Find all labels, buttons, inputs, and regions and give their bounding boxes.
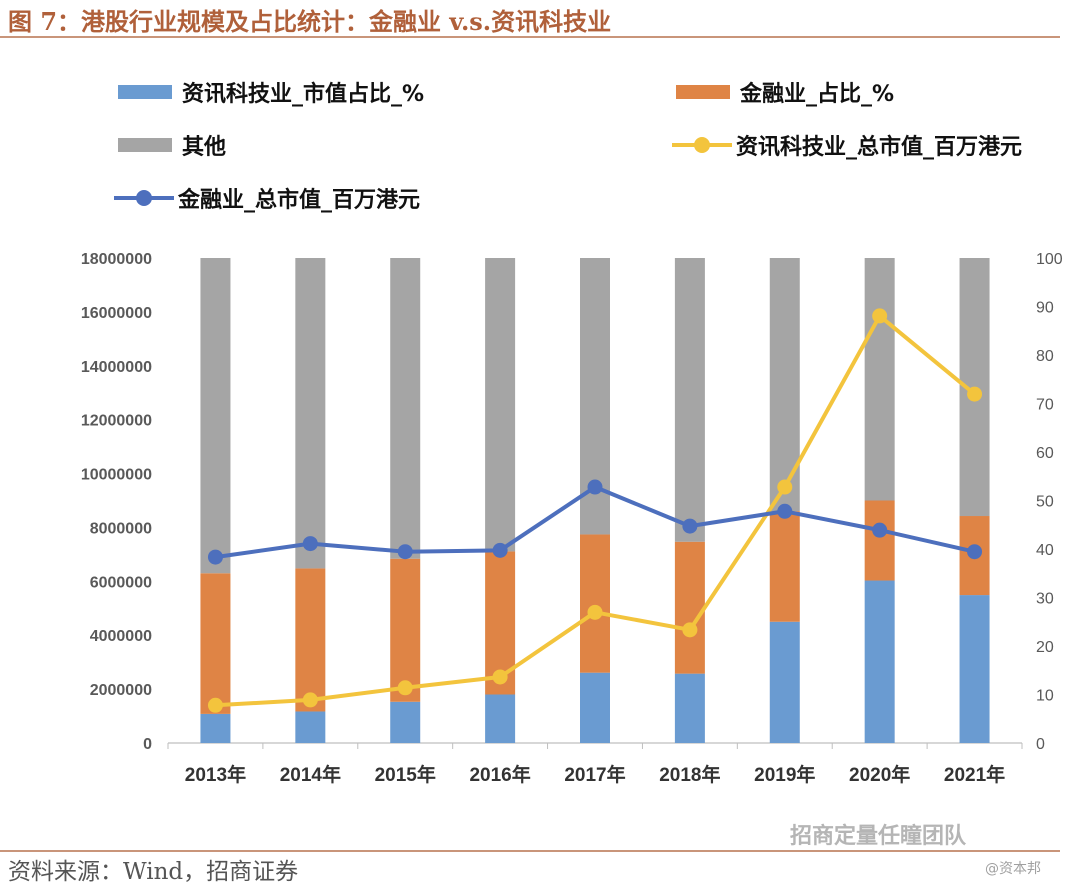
source-note: 资料来源：Wind，招商证券 xyxy=(8,859,299,885)
point-fin-mv xyxy=(872,522,888,538)
source-divider xyxy=(0,850,1060,852)
point-fin-mv xyxy=(682,518,698,534)
bar-it-share xyxy=(390,701,421,743)
bar-it-share xyxy=(864,580,895,743)
legend-item-fin-share: 金融业_占比_% xyxy=(676,76,894,108)
bar-fin-share xyxy=(864,500,895,581)
y-right-tick-label: 0 xyxy=(1036,736,1045,753)
y-right-tick-label: 20 xyxy=(1036,639,1054,656)
bar-other xyxy=(674,258,705,542)
y-right-tick-label: 80 xyxy=(1036,348,1054,365)
y-left-tick-label: 2000000 xyxy=(90,682,152,699)
bar-other xyxy=(485,258,516,552)
point-it-mv xyxy=(777,479,793,495)
y-right-tick-label: 100 xyxy=(1036,251,1063,268)
point-it-mv xyxy=(302,692,318,708)
point-it-mv xyxy=(967,386,983,402)
x-tick-label: 2015年 xyxy=(375,763,436,786)
y-left-tick-label: 4000000 xyxy=(90,628,152,645)
point-fin-mv xyxy=(777,503,793,519)
title-divider xyxy=(0,36,1060,38)
x-tick-label: 2016年 xyxy=(469,763,530,786)
point-it-mv xyxy=(397,680,413,696)
y-right-tick-label: 50 xyxy=(1036,494,1054,511)
combo-chart: 0 2000000 4000000 6000000 8000000 10000000 120… xyxy=(81,251,1063,786)
bar-fin-share xyxy=(390,558,421,702)
legend-label-it-share: 资讯科技业_市值占比_% xyxy=(182,82,425,107)
bar-other xyxy=(390,258,421,559)
y-right-tick-label: 60 xyxy=(1036,445,1054,462)
point-it-mv xyxy=(492,669,508,685)
y-left-tick-label: 18000000 xyxy=(81,251,152,268)
legend-label-fin-share: 金融业_占比_% xyxy=(740,82,895,107)
bar-other xyxy=(769,258,800,512)
chart-legend: 资讯科技业_市值占比_% 金融业_占比_% 其他 资讯科技业_总市值_百万港元 … xyxy=(0,0,1080,230)
bar-other xyxy=(295,258,326,569)
point-fin-mv xyxy=(302,536,318,552)
bar-it-share xyxy=(200,713,231,743)
y-left-tick-label: 0 xyxy=(143,736,152,753)
legend-item-it-share: 资讯科技业_市值占比_% xyxy=(118,76,424,108)
bar-fin-share xyxy=(295,568,326,712)
y-right-tick-label: 10 xyxy=(1036,688,1054,705)
bar-other xyxy=(200,258,231,574)
legend-line-it-mv xyxy=(672,135,732,155)
y-right-tick-label: 90 xyxy=(1036,300,1054,317)
point-fin-mv xyxy=(492,542,508,558)
bar-fin-share xyxy=(769,511,800,622)
x-tick-label: 2018年 xyxy=(659,763,720,786)
point-it-mv xyxy=(587,604,603,620)
x-tick-label: 2017年 xyxy=(564,763,625,786)
watermark: 招商定量任瞳团队 xyxy=(790,824,967,849)
point-fin-mv xyxy=(587,479,603,495)
legend-item-fin-mv: 金融业_总市值_百万港元 xyxy=(114,182,420,214)
bar-fin-share xyxy=(200,573,231,714)
bar-it-share xyxy=(959,595,990,743)
point-it-mv xyxy=(872,308,888,324)
legend-line-fin-mv xyxy=(114,188,174,208)
bar-it-share xyxy=(769,621,800,743)
legend-label-other: 其他 xyxy=(182,135,227,160)
x-tick-label: 2021年 xyxy=(944,763,1005,786)
y-right-tick-label: 30 xyxy=(1036,591,1054,608)
point-fin-mv xyxy=(207,549,223,565)
watermark-handle: @资本邦 xyxy=(985,861,1041,877)
legend-swatch-other xyxy=(118,138,172,152)
x-tick-label: 2013年 xyxy=(185,763,246,786)
legend-label-it-mv: 资讯科技业_总市值_百万港元 xyxy=(736,135,1023,160)
legend-swatch-it-share xyxy=(118,85,172,99)
y-left-tick-label: 12000000 xyxy=(81,413,152,430)
point-it-mv xyxy=(207,697,223,713)
legend-item-it-mv: 资讯科技业_总市值_百万港元 xyxy=(672,129,1022,161)
x-tick-label: 2020年 xyxy=(849,763,910,786)
point-it-mv xyxy=(682,622,698,638)
bar-other xyxy=(864,258,895,501)
y-right-tick-label: 70 xyxy=(1036,397,1054,414)
y-left-tick-label: 10000000 xyxy=(81,467,152,484)
y-left-tick-label: 14000000 xyxy=(81,359,152,376)
y-left-tick-label: 16000000 xyxy=(81,305,152,322)
y-left-tick-label: 6000000 xyxy=(90,574,152,591)
y-left-tick-label: 8000000 xyxy=(90,520,152,537)
x-tick-label: 2019年 xyxy=(754,763,815,786)
bar-it-share xyxy=(674,673,705,743)
legend-item-other: 其他 xyxy=(118,129,226,161)
figure-title: 图 7：港股行业规模及占比统计：金融业 v.s.资讯科技业 xyxy=(8,7,612,36)
legend-swatch-fin-share xyxy=(676,85,730,99)
bar-it-share xyxy=(485,694,516,743)
bar-fin-share xyxy=(674,541,705,674)
bar-it-share xyxy=(295,711,326,743)
bar-fin-share xyxy=(580,534,610,673)
y-right-tick-label: 40 xyxy=(1036,542,1054,559)
legend-label-fin-mv: 金融业_总市值_百万港元 xyxy=(178,188,421,213)
bar-it-share xyxy=(580,672,610,743)
point-fin-mv xyxy=(397,544,413,560)
x-tick-label: 2014年 xyxy=(280,763,341,786)
point-fin-mv xyxy=(967,544,983,560)
